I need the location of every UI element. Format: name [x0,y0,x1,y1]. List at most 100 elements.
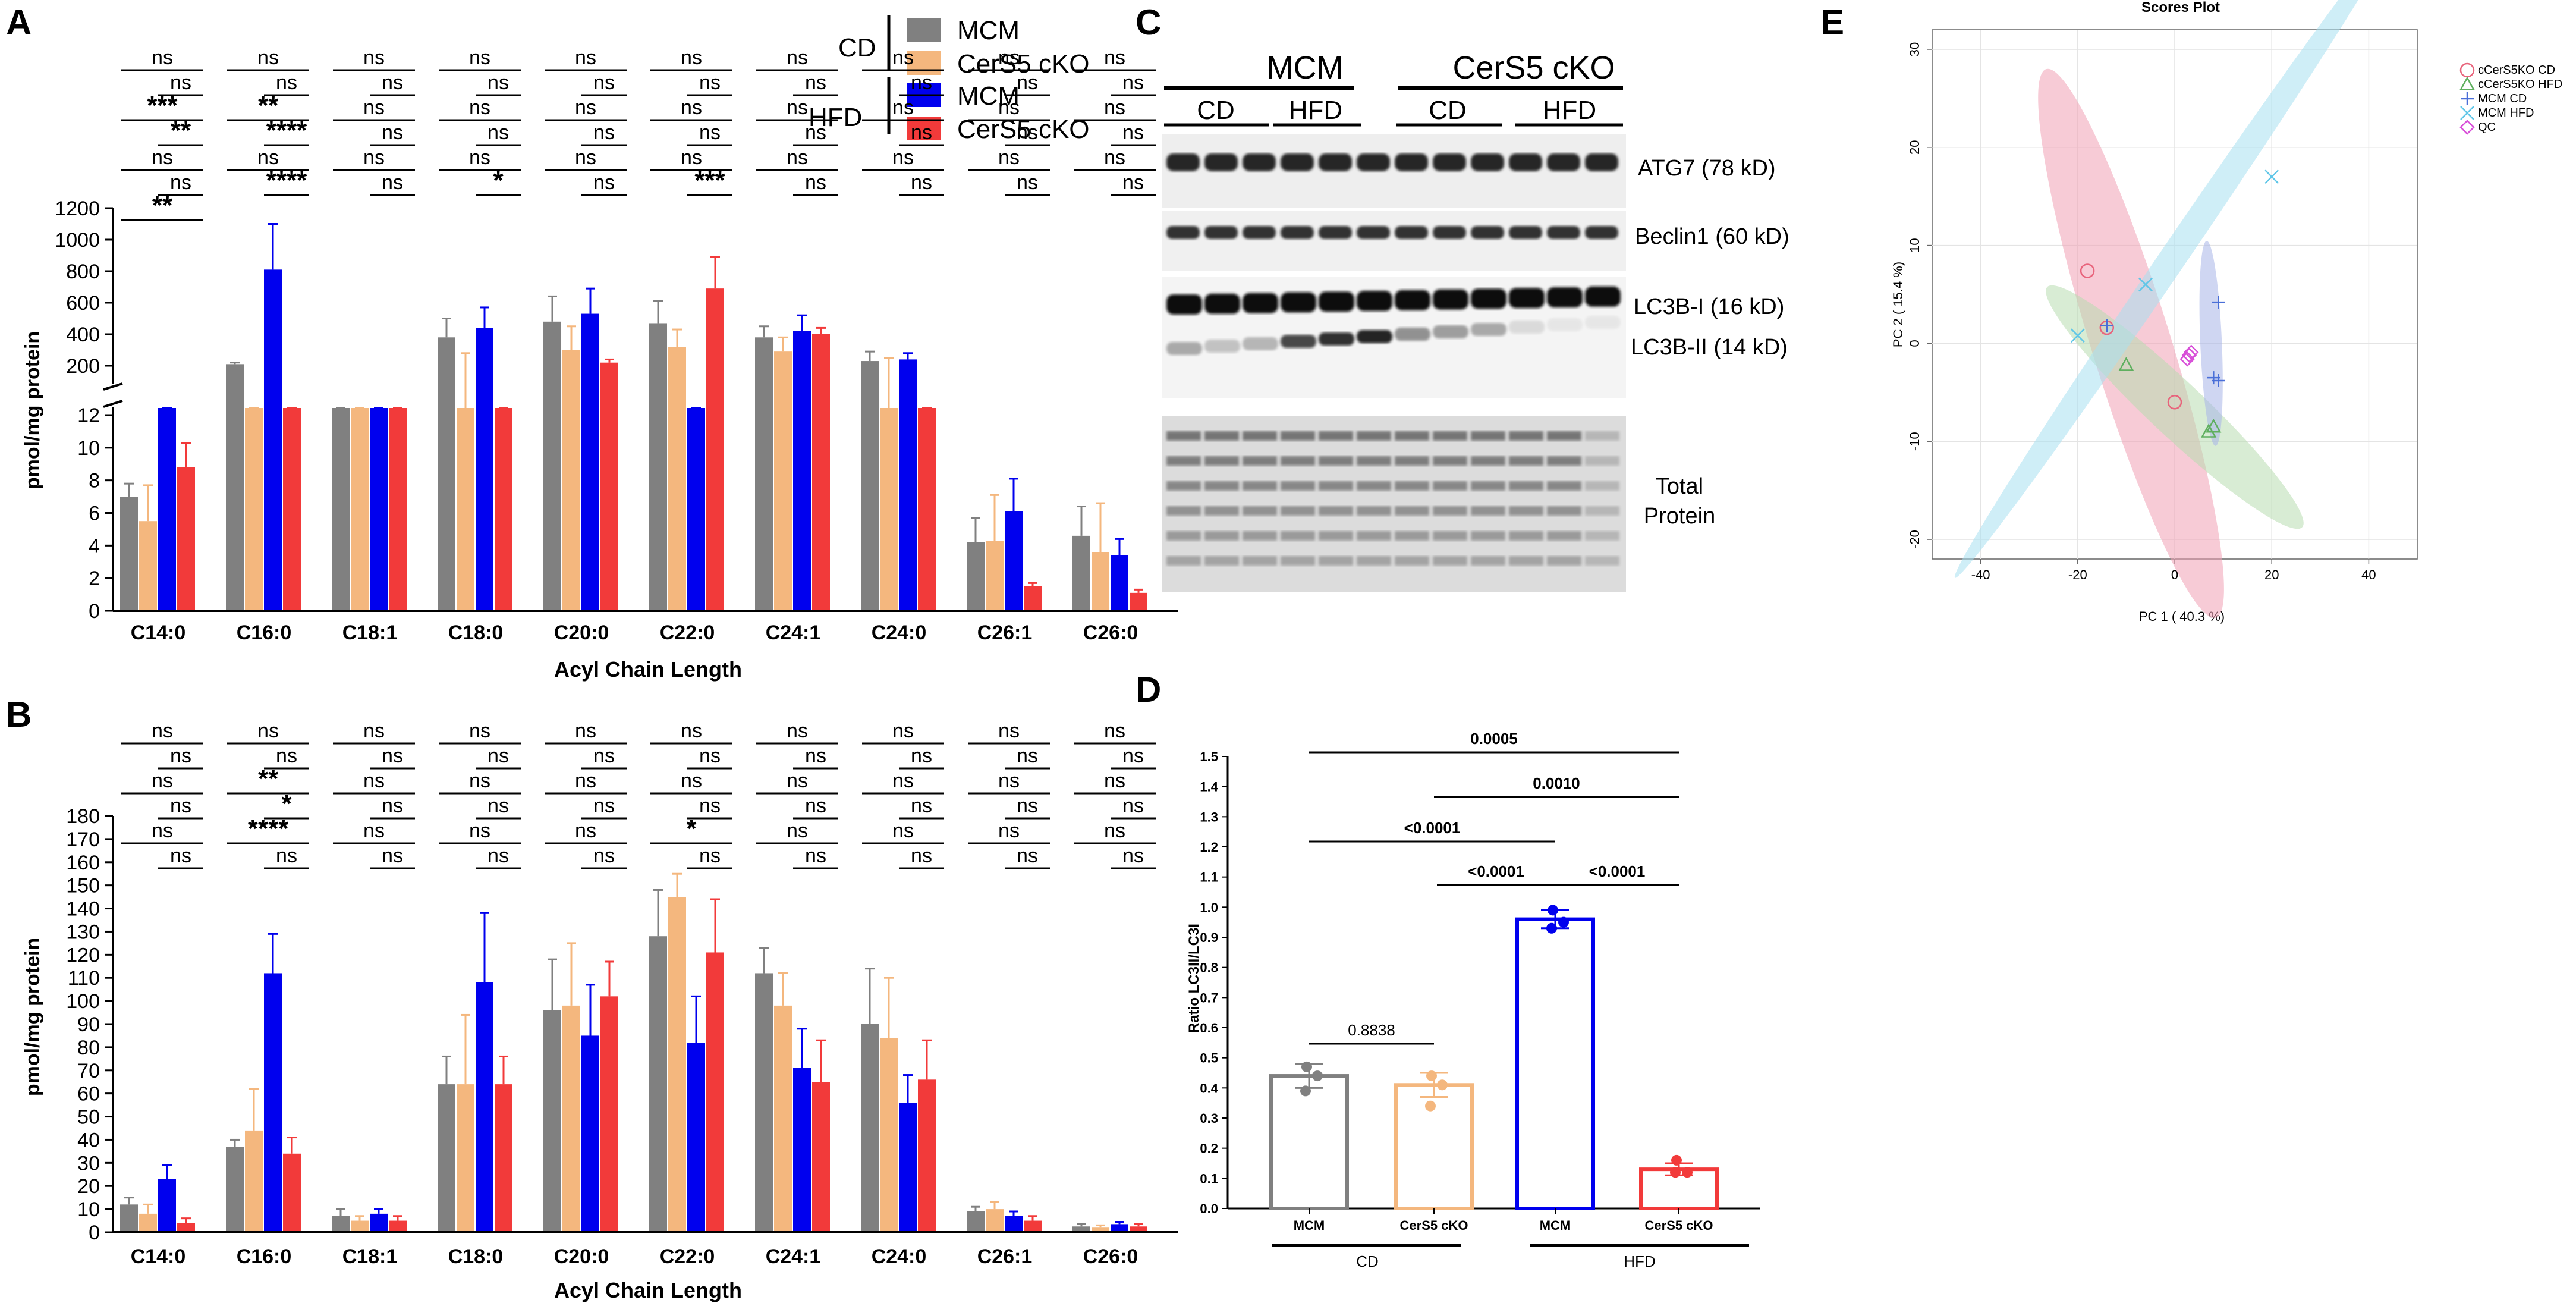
band-beclin-8 [1471,226,1504,239]
chart-a-ylabel: pmol/mg protein [21,331,44,489]
ytick-label-b-2: 20 [77,1175,100,1198]
ytick-label-d-4: 0.4 [1200,1081,1218,1095]
bar-B-C18:0-1 [457,1084,474,1232]
chart-a: Acyl Chain Length pmol/mg protein 0 2 4 6 8 1… [21,46,1178,682]
band-atg7-9 [1509,153,1542,171]
sig-label-A-1-1: ns [276,71,297,94]
point-e-3-2 [2070,328,2085,343]
blot-label-lc3b2: LC3B-II (14 kD) [1631,335,1788,360]
bar-A-C16:0-2 [264,269,282,611]
bar-A-C18:1-0 [332,408,350,611]
bar-B-C20:0-2 [581,1035,599,1232]
band-total-9-0 [1509,431,1543,441]
bar-B-C24:0-0 [861,1024,879,1232]
band-total-9-2 [1509,481,1543,491]
sig-label-A-5-2: ns [681,96,702,119]
blot-label-total-2: Protein [1644,504,1715,529]
band-total-3-1 [1281,456,1315,466]
sig-label-A-9-4: ns [1104,146,1125,169]
xtick-label-d-0: MCM [1294,1218,1325,1233]
ytick-label-a-upper-5: 1200 [55,197,100,220]
band-total-6-2 [1395,481,1429,491]
band-total-3-4 [1281,531,1315,541]
legend-entry-e-2: MCM CD [2478,92,2527,105]
point-d-0-2 [1300,1085,1311,1097]
sig-label-A-1-3: **** [266,116,307,145]
bar-A-C20:0-0 [543,321,561,611]
ytick-label-b-13: 130 [66,921,100,943]
bar-A-C24:1-3 [812,334,830,611]
point-e-2-3 [2100,319,2113,332]
band-total-6-1 [1395,456,1429,466]
ytick-label-d-8: 0.8 [1200,960,1218,975]
sig-label-A-2-4: ns [363,146,385,169]
blot-label-atg7: ATG7 (78 kD) [1638,156,1776,181]
bar-B-C18:1-2 [370,1213,388,1232]
chart-d-group-cd: CD [1356,1252,1379,1270]
band-total-8-4 [1471,531,1505,541]
bar-A-C14:0-3 [177,467,195,611]
bar-B-C26:0-0 [1072,1226,1090,1232]
bar-B-C18:1-1 [351,1220,369,1232]
bar-B-C16:0-2 [264,973,282,1232]
bar-A-C24:0-0 [861,361,879,611]
sig-label-A-6-2: ns [787,96,808,119]
blot-cko-hfd: HFD [1543,96,1596,125]
point-d-3-2 [1670,1167,1681,1178]
sig-label-B-8-5: ns [1017,844,1038,867]
xtick-label-e-2: 0 [2171,567,2178,582]
sig-label-B-0-3: ns [170,795,191,817]
xtick-label-e-0: -40 [1971,567,1990,582]
band-total-1-2 [1204,481,1239,491]
point-e-3-0 [2264,169,2279,184]
sig-label-B-2-4: ns [363,820,385,842]
bar-B-C22:0-0 [649,936,667,1232]
bar-A-C24:0-2 [899,359,917,611]
band-total-8-3 [1471,506,1505,516]
xtick-B-0: C14:0 [131,1245,186,1268]
bar-B-C24:0-3 [918,1079,936,1232]
sig-label-B-5-2: ns [681,770,702,792]
sig-label-A-5-3: ns [699,121,721,144]
ytick-label-d-1: 0.1 [1200,1171,1218,1186]
bar-A-C18:0-0 [438,337,455,611]
band-lc3b2-4 [1319,332,1354,346]
chart-e-ylabel: PC 2 ( 15.4 %) [1891,262,1905,347]
sig-label-B-9-4: ns [1104,820,1125,842]
band-total-4-1 [1319,456,1353,466]
xtick-A-5: C22:0 [660,621,715,644]
sig-label-A-5-1: ns [699,71,721,94]
bar-A-C26:1-2 [1005,511,1023,611]
sig-label-A-4-2: ns [575,96,596,119]
sig-label-A-5-4: ns [681,146,702,169]
band-atg7-1 [1204,153,1238,171]
ytick-label-e-2: 0 [1907,340,1922,347]
chart-b: Acyl Chain Length pmol/mg protein 010203… [21,720,1178,1302]
bar-A-C24:1-0 [755,337,773,611]
bar-A-C16:0-0 [226,364,244,611]
bar-A-C26:1-0 [967,542,985,611]
bar-B-C26:0-2 [1111,1224,1128,1232]
chart-d-ylabel: Ratio LC3II/LC3I [1186,924,1202,1033]
ytick-label-b-15: 150 [66,875,100,897]
ytick-label-d-2: 0.2 [1200,1141,1218,1156]
sig-label-B-6-1: ns [805,745,826,767]
band-lc3b2-5 [1357,330,1392,343]
sig-label-A-9-5: ns [1122,171,1144,194]
sig-label-A-3-3: ns [487,121,509,144]
sig-label-B-6-3: ns [805,795,826,817]
point-d-1-2 [1425,1100,1436,1112]
ytick-label-e-5: 30 [1907,42,1922,56]
sig-label-A-4-1: ns [593,71,615,94]
blot-strip-beclin [1162,211,1626,271]
sig-label-B-9-3: ns [1122,795,1144,817]
xtick-B-2: C18:1 [342,1245,398,1268]
sig-label-B-4-5: ns [593,844,615,867]
band-lc3b1-9 [1509,288,1545,309]
band-total-11-0 [1585,431,1619,441]
point-e-1-0 [2118,357,2134,371]
ytick-label-e-1: -10 [1907,432,1922,451]
sig-label-B-2-0: ns [363,720,385,742]
sig-label-B-9-0: ns [1104,720,1125,742]
band-lc3b2-7 [1433,325,1468,338]
